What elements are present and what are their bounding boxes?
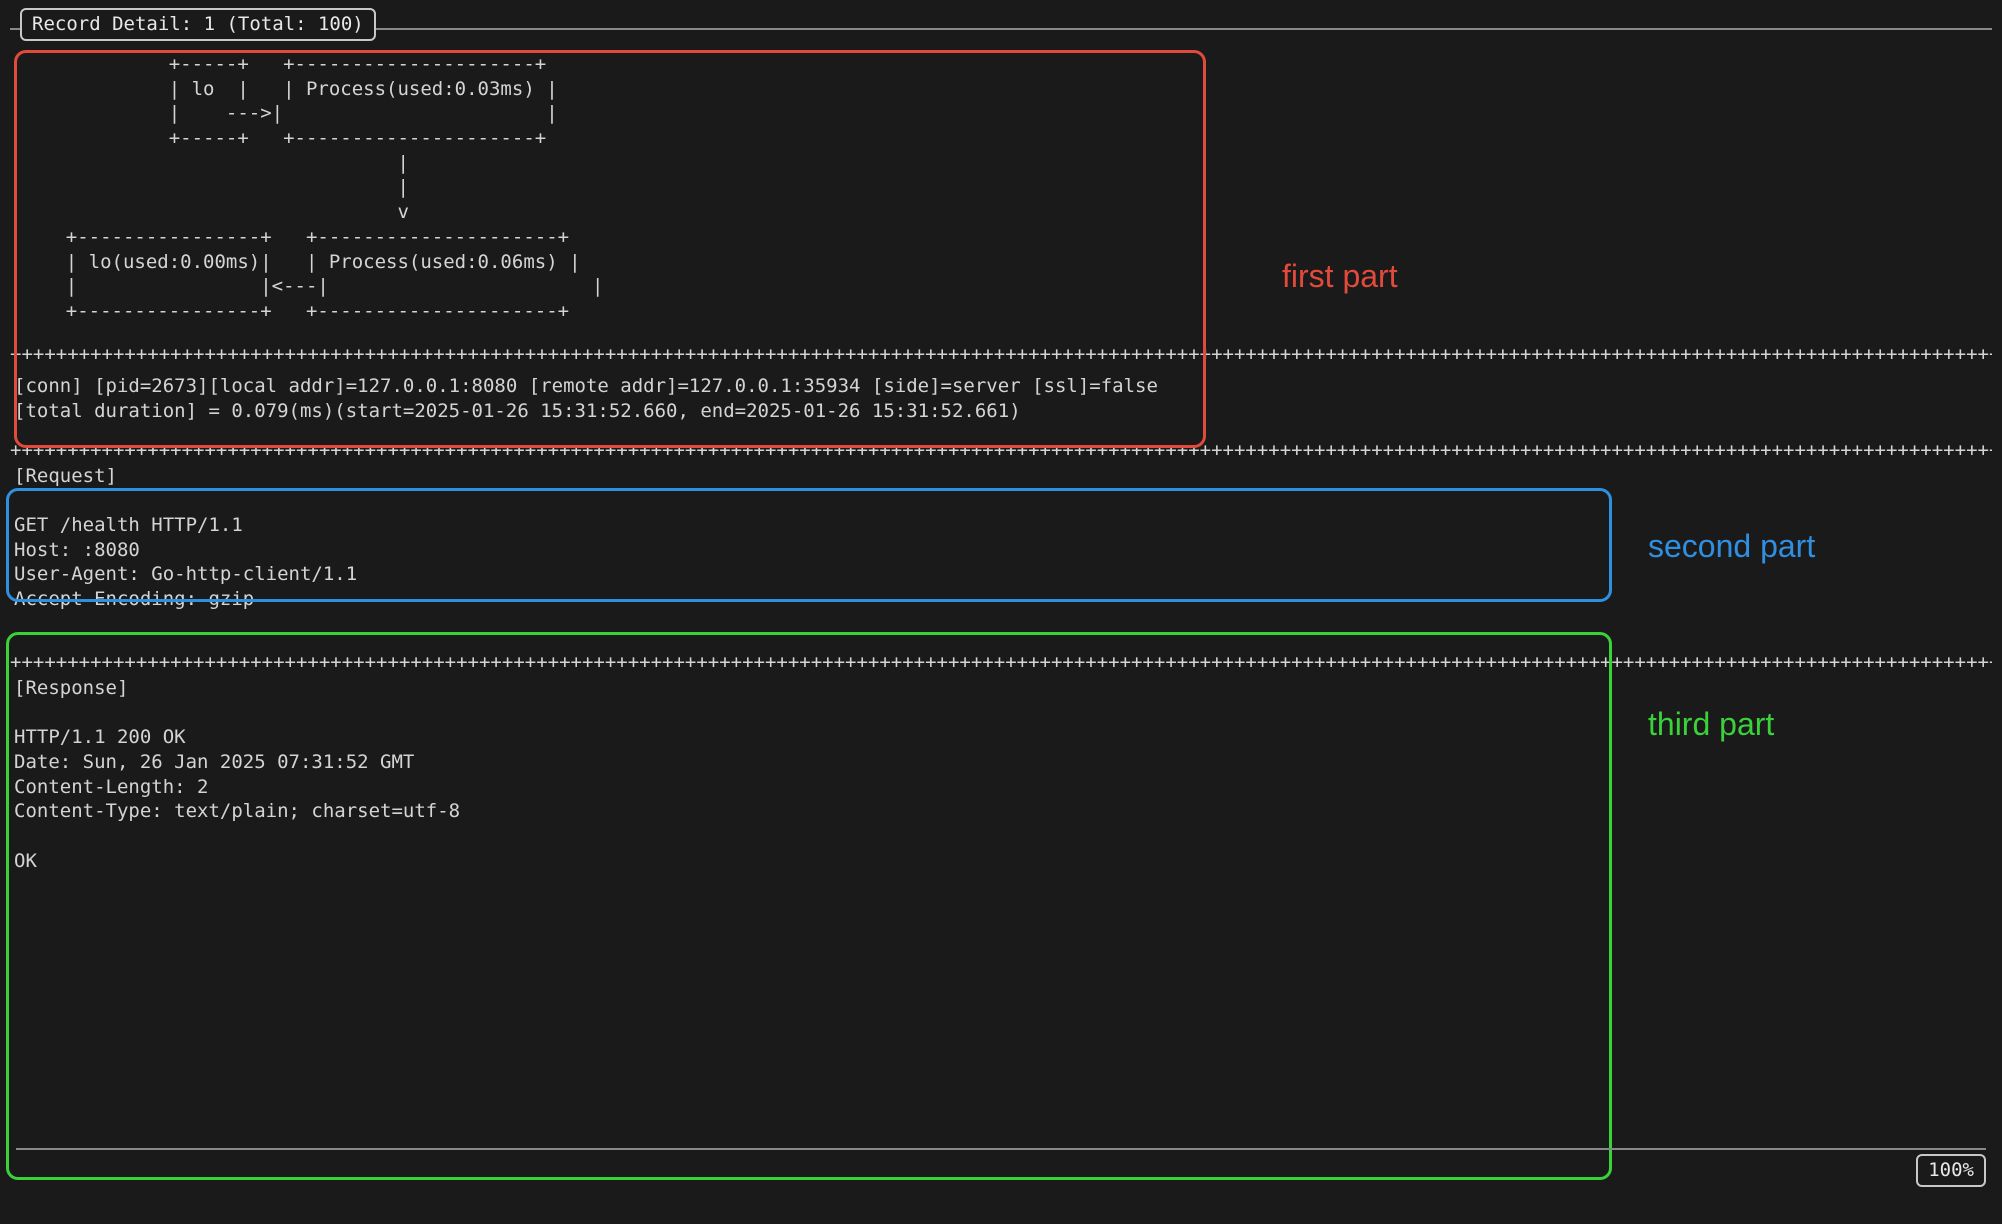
conn-line-2: [total duration] = 0.079(ms)(start=2025-… [14, 399, 1992, 424]
third-part-label: third part [1648, 704, 1774, 746]
connection-info-block: [conn] [pid=2673][local addr]=127.0.0.1:… [10, 374, 1992, 423]
request-header: [Request] [14, 464, 1992, 489]
root: Record Detail: 1 (Total: 100) +-----+ +-… [0, 0, 2002, 1224]
section-divider: ++++++++++++++++++++++++++++++++++++++++… [10, 650, 1992, 675]
section-divider: ++++++++++++++++++++++++++++++++++++++++… [10, 438, 1992, 463]
status-percent-box: 100% [1916, 1154, 1986, 1187]
status-percent: 100% [1928, 1159, 1974, 1181]
first-part-label: first part [1282, 256, 1398, 298]
ascii-diagram-block: +-----+ +---------------------+ | lo | |… [10, 52, 1992, 324]
status-bar: 100% [16, 1148, 1986, 1196]
second-part-label: second part [1648, 526, 1815, 568]
ascii-diagram: +-----+ +---------------------+ | lo | |… [20, 52, 1992, 324]
record-detail-panel: Record Detail: 1 (Total: 100) +-----+ +-… [10, 28, 1992, 873]
response-header: [Response] [14, 676, 1992, 701]
conn-line-1: [conn] [pid=2673][local addr]=127.0.0.1:… [14, 374, 1992, 399]
content-area: +-----+ +---------------------+ | lo | |… [10, 30, 1992, 873]
response-body: HTTP/1.1 200 OK Date: Sun, 26 Jan 2025 0… [14, 725, 1992, 873]
section-divider: ++++++++++++++++++++++++++++++++++++++++… [10, 342, 1992, 367]
